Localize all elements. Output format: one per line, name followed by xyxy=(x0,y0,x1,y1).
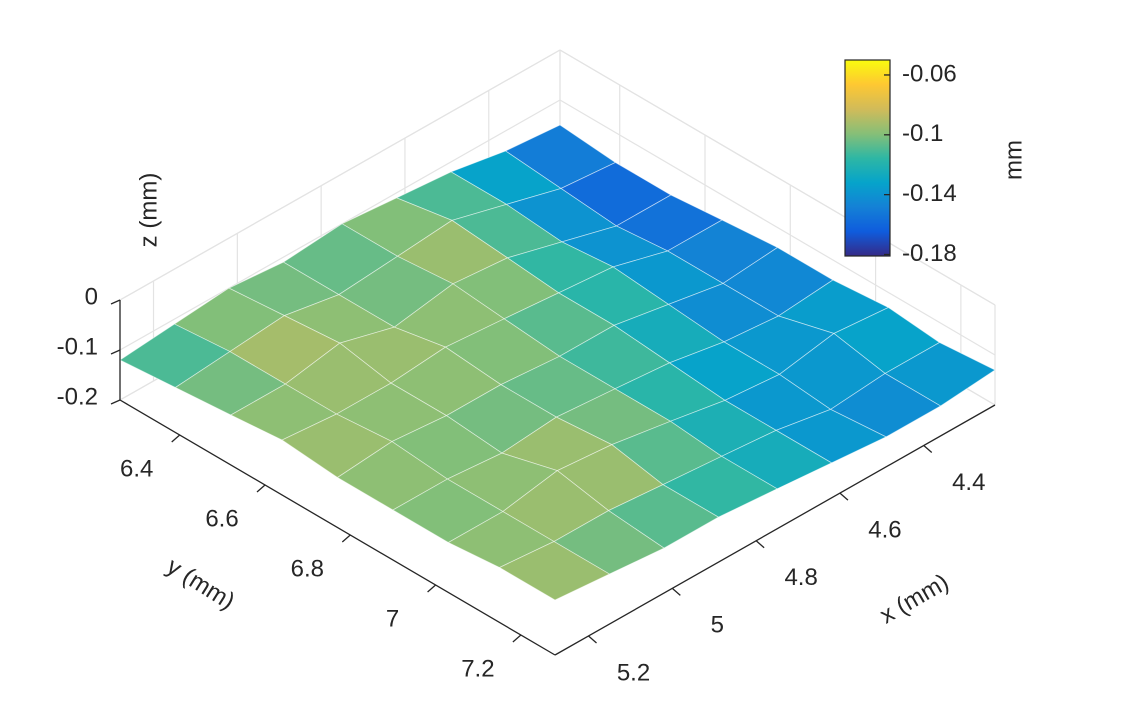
y-tick-label: 6.4 xyxy=(120,455,153,482)
y-tick-label: 7 xyxy=(386,605,399,632)
z-tick xyxy=(110,399,121,405)
x-tick-label: 4.6 xyxy=(868,516,901,543)
y-tick xyxy=(171,434,181,443)
colorbar-tick-label: -0.18 xyxy=(902,240,957,267)
axes: 4.4 4.6 4.8 5 5.2 6.4 6.6 6.8 7 7.2 -0.2 -0.1 0 -0.18… xyxy=(57,59,996,686)
y-tick xyxy=(256,484,266,493)
y-tick-label: 6.8 xyxy=(291,555,324,582)
z-tick-label: 0 xyxy=(85,283,98,310)
y-axis-label: y (mm) xyxy=(162,553,240,615)
z-tick xyxy=(110,349,121,355)
x-tick-label: 5.2 xyxy=(617,659,650,686)
colorbar-tick-label: -0.1 xyxy=(902,120,943,147)
colorbar-tick-label: -0.14 xyxy=(902,180,957,207)
x-tick xyxy=(755,540,765,549)
colorbar-label: mm xyxy=(1000,140,1027,180)
y-tick xyxy=(341,534,351,543)
x-tick xyxy=(923,444,933,453)
x-tick-label: 4.4 xyxy=(952,469,985,496)
y-tick xyxy=(512,634,522,643)
x-tick-label: 5 xyxy=(711,612,724,639)
y-tick-label: 6.6 xyxy=(205,505,238,532)
z-tick-label: -0.1 xyxy=(57,333,98,360)
surface xyxy=(119,124,996,601)
y-tick-label: 7.2 xyxy=(461,655,494,682)
colorbar xyxy=(844,59,891,257)
surface-cell xyxy=(498,541,611,601)
x-axis-label: x (mm) xyxy=(875,569,953,630)
grid-line xyxy=(559,99,996,356)
colorbar-tick-label: -0.06 xyxy=(902,60,957,87)
grid-line xyxy=(559,49,996,306)
y-tick xyxy=(427,584,437,593)
x-axis-line xyxy=(554,404,996,656)
x-tick xyxy=(671,587,681,596)
x-tick-label: 4.8 xyxy=(784,564,817,591)
z-tick-label: -0.2 xyxy=(57,383,98,410)
y-axis-line xyxy=(119,399,556,656)
x-tick xyxy=(588,635,597,644)
x-tick xyxy=(839,492,849,501)
z-tick xyxy=(110,299,121,305)
grid-line xyxy=(119,49,561,301)
z-axis-label: z (mm) xyxy=(135,173,162,248)
